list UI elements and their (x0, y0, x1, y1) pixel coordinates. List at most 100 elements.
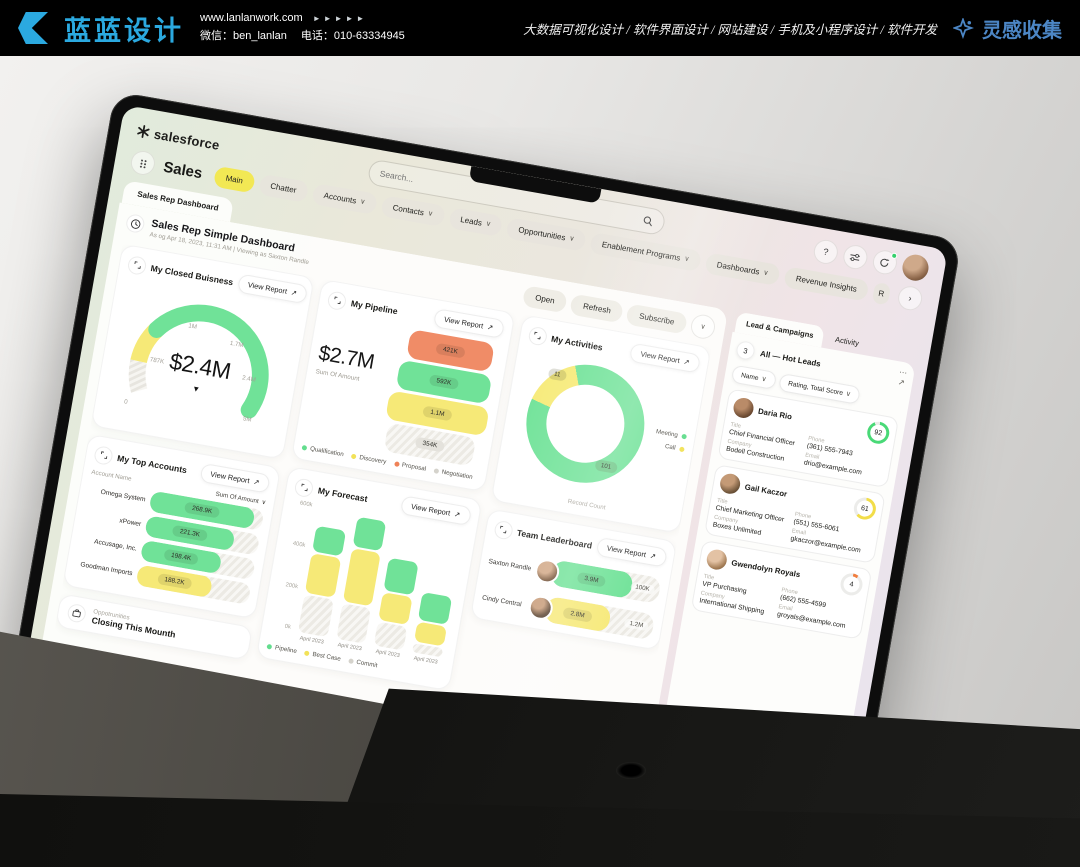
pipeline-card: My Pipeline View Report ↗ $2.7M Sum Of Am… (291, 278, 516, 493)
banner-phone: 电话：010-63334945 (300, 30, 405, 42)
brand-text: salesforce (152, 126, 221, 153)
lead-name: Gwendolyn Royals (730, 557, 802, 579)
view-report-button[interactable]: View Report ↗ (595, 536, 668, 568)
bar-value: 268.9K (184, 501, 220, 519)
nav-tab-revenue-insights[interactable]: Revenue Insights (783, 265, 870, 302)
ellipsis-icon[interactable]: ⋯ (898, 367, 908, 378)
nav-scroll-next-button[interactable]: › (896, 284, 924, 313)
nav-tab-accounts[interactable]: Accounts ∨ (311, 182, 378, 215)
account-name: Goodman Imports (79, 561, 134, 578)
banner-website: www.lanlanwork.com (200, 12, 303, 25)
sync-icon (880, 258, 890, 267)
banner-collection: 灵感收集 (953, 14, 1062, 43)
forecast-chart: 600k 400k 200k 0k (269, 499, 468, 667)
sort-name-dropdown[interactable]: Name ∨ (730, 364, 777, 390)
chevron-down-icon: ∨ (485, 220, 492, 229)
app-title: Sales (162, 158, 204, 182)
forecast-bar (374, 557, 419, 651)
notifications-button[interactable] (871, 248, 899, 277)
pipeline-funnel: 421K 592K 1.1M 354K (380, 327, 500, 468)
user-avatar[interactable] (900, 252, 931, 283)
y-axis-tick: 600k (299, 500, 313, 509)
search-bar[interactable] (366, 158, 667, 237)
arrows-decoration: ►►►►► (312, 14, 368, 24)
activities-legend: Meeting Call (653, 425, 688, 456)
leaderboard-name: Cindy Central (481, 594, 523, 608)
app-launcher-button[interactable] (129, 149, 157, 177)
lanlan-logo-text: 蓝蓝设计 (64, 15, 184, 46)
chevron-down-icon: ∨ (359, 198, 366, 207)
closed-business-gauge: 0 787K 1M 1.7M 2.4M 5M $2.4M ▼ (101, 275, 301, 450)
expand-icon[interactable] (326, 289, 348, 311)
nav-tabs-row: Sales Main Chatter Accounts ∨ Contacts ∨ L… (129, 149, 925, 313)
desk-port-hole (615, 761, 646, 779)
leaderboard-name: Saxton Randle (488, 557, 532, 572)
nav-tab-chatter[interactable]: Chatter (257, 173, 310, 203)
search-icon[interactable] (642, 214, 655, 227)
bar-extra-value: 1.2M (623, 618, 649, 632)
chevron-down-icon: ∨ (762, 269, 769, 278)
chevron-down-icon: ∨ (683, 255, 690, 264)
activities-donut: 11 101 Meeting Call Record Count (501, 345, 698, 523)
expand-icon[interactable] (126, 254, 148, 276)
nav-tab-opportunities[interactable]: Opportunities ∨ (505, 216, 588, 252)
dashboard-header: salesforce ? (113, 105, 948, 315)
arrow-up-right-icon[interactable]: ↗ (897, 377, 906, 388)
chevron-down-icon: ∨ (760, 375, 768, 384)
nav-tab-main[interactable]: Main (213, 165, 256, 193)
chevron-down-icon: ∨ (699, 323, 707, 332)
open-button[interactable]: Open (521, 284, 569, 313)
y-axis-tick: 200k (285, 581, 299, 590)
nav-tab-contacts[interactable]: Contacts ∨ (380, 194, 446, 227)
sliders-icon (850, 253, 861, 261)
collection-text: 灵感收集 (982, 19, 1062, 42)
sparkle-icon (953, 17, 974, 39)
y-axis-tick: 400k (292, 541, 306, 550)
gauge-tick: 1M (187, 322, 198, 331)
donut-caption: Record Count (567, 497, 607, 512)
salesforce-star-icon (137, 125, 150, 138)
card-title: My Forecast (317, 484, 369, 504)
bar-value: 2.8M (562, 606, 593, 623)
activities-card: My Activities View Report ↗ 11 101 Meetin… (490, 314, 712, 534)
nav-tab-dashboards[interactable]: Dashboards ∨ (704, 251, 782, 286)
leads-list-title[interactable]: All — Hot Leads (759, 348, 822, 369)
x-axis-label: April 2023 (337, 642, 363, 653)
clock-icon (124, 213, 146, 234)
nav-tab-truncated[interactable]: R (871, 281, 891, 305)
expand-icon[interactable] (293, 476, 315, 498)
more-actions-button[interactable]: ∨ (689, 312, 717, 341)
expand-icon[interactable] (527, 325, 548, 347)
opportunities-card[interactable]: Oppotrunities Closing This Mounth (55, 593, 254, 661)
notification-dot (890, 252, 898, 260)
subscribe-button[interactable]: Subscribe (625, 303, 689, 335)
nav-tab-leads[interactable]: Leads ∨ (447, 206, 504, 237)
banner-services: 大数据可视化设计 / 软件界面设计 / 网站建设 / 手机及小程序设计 / 软件… (523, 22, 937, 37)
laptop-screen: salesforce ? (27, 104, 949, 803)
arrow-up-right-icon: ↗ (252, 477, 261, 487)
x-axis-label: April 2023 (299, 635, 325, 646)
refresh-button[interactable]: Refresh (569, 293, 625, 323)
expand-icon[interactable] (492, 519, 514, 541)
card-title: My Pipeline (350, 297, 399, 316)
help-icon: ? (822, 246, 830, 258)
arrow-up-right-icon: ↗ (453, 509, 461, 520)
chevron-down-icon: ∨ (845, 390, 852, 399)
settings-button[interactable] (841, 243, 870, 271)
arrow-up-right-icon: ↗ (486, 322, 494, 333)
bar-value: 221.3K (172, 524, 208, 542)
chevron-right-icon: › (907, 293, 913, 304)
bar-value: 3.9M (576, 571, 607, 588)
bar-value: 198.4K (163, 548, 199, 566)
avatar (731, 396, 756, 420)
lanlan-logo-icon (18, 12, 48, 44)
team-leaderboard-card: Team Leaderboard View Report ↗ Saxton Ran… (469, 508, 678, 651)
forecast-card: My Forecast View Report ↗ 600k 400k 200k … (256, 466, 483, 692)
account-name: Accusage, Inc. (93, 538, 138, 553)
salesforce-logo: salesforce (135, 123, 221, 152)
leads-count-badge: 3 (735, 340, 756, 361)
card-title: My Activities (550, 333, 604, 353)
expand-icon[interactable] (93, 444, 115, 466)
bar-value: 188.2K (156, 572, 193, 590)
help-button[interactable]: ? (811, 237, 840, 266)
